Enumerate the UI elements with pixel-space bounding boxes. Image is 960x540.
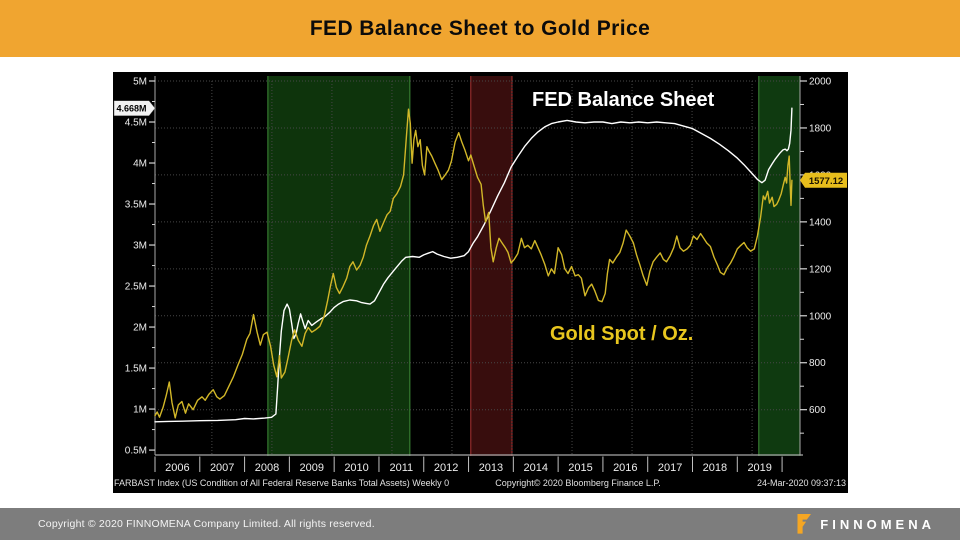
svg-text:2019: 2019	[747, 462, 771, 474]
svg-text:2008: 2008	[255, 462, 279, 474]
svg-text:1577.12: 1577.12	[809, 176, 843, 187]
svg-text:2014: 2014	[523, 462, 547, 474]
svg-text:5M: 5M	[133, 77, 147, 88]
svg-text:2016: 2016	[613, 462, 637, 474]
header-bar: FED Balance Sheet to Gold Price	[0, 0, 960, 57]
page-title: FED Balance Sheet to Gold Price	[309, 16, 651, 40]
svg-text:FARBAST Index (US Condition of: FARBAST Index (US Condition of All Feder…	[114, 478, 449, 488]
svg-text:1200: 1200	[809, 264, 832, 275]
svg-text:2006: 2006	[165, 462, 189, 474]
finnomena-logo: FINNOMENA	[796, 514, 935, 534]
finnomena-logo-icon	[797, 514, 812, 534]
svg-text:1.5M: 1.5M	[125, 364, 147, 375]
svg-text:600: 600	[809, 405, 826, 416]
bloomberg-chart-svg: 5M4.5M4M3.5M3M2.5M2M1.5M1M0.5M2000180016…	[113, 76, 847, 488]
svg-text:2018: 2018	[703, 462, 727, 474]
svg-text:2.5M: 2.5M	[125, 282, 147, 293]
svg-text:800: 800	[809, 358, 826, 369]
footer-bar: Copyright © 2020 FINNOMENA Company Limit…	[0, 508, 960, 540]
svg-text:2000: 2000	[809, 77, 832, 88]
svg-text:4.5M: 4.5M	[125, 118, 147, 129]
svg-text:2007: 2007	[210, 462, 234, 474]
svg-text:4.668M: 4.668M	[116, 104, 146, 114]
finnomena-logo-text: FINNOMENA	[820, 516, 935, 532]
svg-text:2011: 2011	[390, 462, 414, 474]
svg-text:2017: 2017	[658, 462, 682, 474]
svg-text:2012: 2012	[434, 462, 458, 474]
svg-text:0.5M: 0.5M	[125, 446, 147, 457]
svg-text:2010: 2010	[344, 462, 368, 474]
footer-copyright: Copyright © 2020 FINNOMENA Company Limit…	[38, 518, 375, 530]
svg-text:Gold Spot / Oz.: Gold Spot / Oz.	[550, 323, 693, 345]
svg-text:24-Mar-2020 09:37:13: 24-Mar-2020 09:37:13	[757, 478, 846, 488]
bloomberg-chart-panel: 5M4.5M4M3.5M3M2.5M2M1.5M1M0.5M2000180016…	[113, 72, 848, 493]
svg-text:3M: 3M	[133, 241, 147, 252]
svg-text:3.5M: 3.5M	[125, 200, 147, 211]
svg-text:2M: 2M	[133, 323, 147, 334]
svg-text:1000: 1000	[809, 311, 832, 322]
svg-text:1400: 1400	[809, 217, 832, 228]
svg-text:4M: 4M	[133, 159, 147, 170]
svg-text:2009: 2009	[300, 462, 324, 474]
svg-text:2015: 2015	[568, 462, 592, 474]
svg-text:FED Balance Sheet: FED Balance Sheet	[532, 89, 715, 111]
svg-text:1800: 1800	[809, 123, 832, 134]
svg-text:2013: 2013	[479, 462, 503, 474]
svg-text:Copyright© 2020 Bloomberg Fina: Copyright© 2020 Bloomberg Finance L.P.	[495, 478, 661, 488]
svg-text:1M: 1M	[133, 405, 147, 416]
